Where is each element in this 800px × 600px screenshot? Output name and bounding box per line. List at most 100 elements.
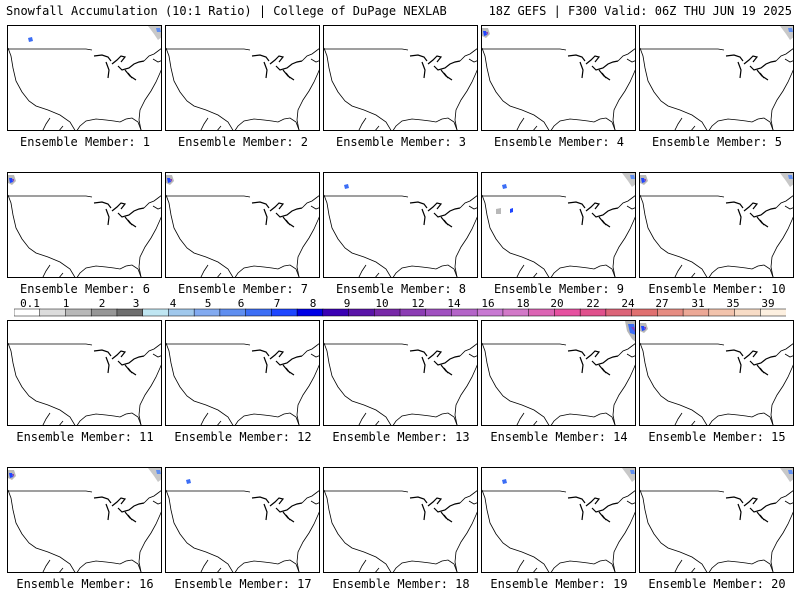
us-outline-map — [482, 321, 635, 425]
maritime-outline — [459, 195, 477, 210]
model-run-info: 18Z GEFS | F300 Valid: 06Z THU JUN 19 20… — [488, 4, 792, 18]
snowfall-area — [483, 31, 487, 36]
maritime-outline — [775, 195, 793, 210]
us-outline-map — [166, 342, 319, 425]
gulf-outline — [76, 412, 142, 425]
us-outline-map — [324, 47, 477, 130]
ensemble-member-map — [7, 320, 162, 426]
coast-outline — [324, 489, 392, 572]
ensemble-member-label: Ensemble Member: 15 — [648, 430, 786, 444]
coast-outline — [640, 47, 708, 130]
snowfall-area — [631, 327, 635, 332]
lakes-outline — [251, 201, 303, 228]
ensemble-member-label: Ensemble Member: 7 — [177, 282, 309, 296]
mex-outline — [42, 264, 64, 277]
ensemble-member-map — [165, 172, 320, 278]
coast-outline — [166, 489, 234, 572]
border-outline — [324, 48, 409, 51]
ensemble-member-map — [639, 25, 794, 131]
colorbar-tick-label: 6 — [237, 297, 245, 310]
maritime-outline — [301, 195, 319, 210]
colorbar-segment — [39, 308, 67, 317]
mex-outline — [42, 117, 64, 130]
us-outline-map — [8, 342, 161, 425]
maritime-outline — [143, 195, 161, 210]
colorbar-segment — [14, 308, 41, 317]
colorbar-segment — [219, 308, 247, 317]
snowfall-area — [186, 479, 191, 484]
gulf-outline — [234, 117, 300, 130]
colorbar-segment — [65, 308, 92, 317]
border-outline — [640, 343, 725, 346]
us-outline-map — [8, 26, 161, 130]
snowfall-area — [630, 175, 635, 179]
snowfall-area — [644, 327, 646, 330]
colorbar-segment — [528, 308, 555, 317]
colorbar-segment — [631, 308, 658, 317]
ensemble-member-map — [639, 467, 794, 573]
mex-outline — [42, 559, 64, 572]
snowfall-area — [641, 326, 645, 331]
ensemble-member-map — [323, 25, 478, 131]
mex-outline — [358, 412, 380, 425]
east-outline — [770, 511, 793, 572]
colorbar-segment — [374, 308, 401, 317]
maritime-outline — [775, 490, 793, 505]
maritime-outline — [617, 490, 635, 505]
mex-outline — [516, 559, 538, 572]
us-outline-map — [324, 342, 477, 425]
colorbar-tick-label: 31 — [691, 297, 705, 310]
colorbar-segment — [682, 308, 710, 317]
colorbar-tick-label: 12 — [411, 297, 425, 310]
colorbar-tick-label: 39 — [761, 297, 775, 310]
ensemble-member-label: Ensemble Member: 16 — [16, 577, 154, 591]
lakes-outline — [567, 54, 619, 81]
colorbar-tick-label: 4 — [169, 297, 177, 310]
ensemble-member-label: Ensemble Member: 17 — [174, 577, 312, 591]
colorbar-tick-label: 20 — [550, 297, 564, 310]
colorbar-tick-label: 18 — [516, 297, 530, 310]
mex-outline — [516, 264, 538, 277]
mex-outline — [358, 559, 380, 572]
border-outline — [8, 490, 93, 493]
ensemble-member-map — [323, 320, 478, 426]
east-outline — [454, 69, 477, 130]
mex-outline — [674, 559, 696, 572]
east-outline — [454, 216, 477, 277]
lakes-outline — [725, 54, 777, 81]
gulf-outline — [392, 264, 458, 277]
mex-outline — [200, 559, 222, 572]
ensemble-member-label: Ensemble Member: 5 — [651, 135, 783, 149]
lakes-outline — [93, 54, 145, 81]
ensemble-member-map — [323, 467, 478, 573]
us-outline-map — [8, 468, 161, 572]
ensemble-member-label: Ensemble Member: 4 — [493, 135, 625, 149]
maritime-outline — [143, 490, 161, 505]
lakes-outline — [93, 349, 145, 376]
maritime-outline — [459, 343, 477, 358]
ensemble-member-label: Ensemble Member: 18 — [332, 577, 470, 591]
colorbar-segment — [322, 308, 350, 317]
gulf-outline — [550, 412, 616, 425]
gulf-outline — [234, 264, 300, 277]
east-outline — [296, 69, 319, 130]
lakes-outline — [251, 349, 303, 376]
colorbar-segment — [579, 308, 607, 317]
ensemble-member-label: Ensemble Member: 3 — [335, 135, 467, 149]
coast-outline — [324, 47, 392, 130]
colorbar-segment — [193, 308, 221, 317]
colorbar-segment — [502, 308, 530, 317]
east-outline — [612, 69, 635, 130]
lakes-outline — [93, 201, 145, 228]
mex-outline — [358, 117, 380, 130]
colorbar-segment — [554, 308, 581, 317]
ensemble-member-map — [481, 467, 636, 573]
maritime-outline — [301, 343, 319, 358]
border-outline — [640, 195, 725, 198]
east-outline — [770, 364, 793, 425]
maritime-outline — [143, 48, 161, 63]
coast-outline — [482, 47, 550, 130]
ensemble-member-map — [165, 467, 320, 573]
snowfall-area — [12, 474, 14, 477]
ensemble-member-label: Ensemble Member: 10 — [648, 282, 786, 296]
